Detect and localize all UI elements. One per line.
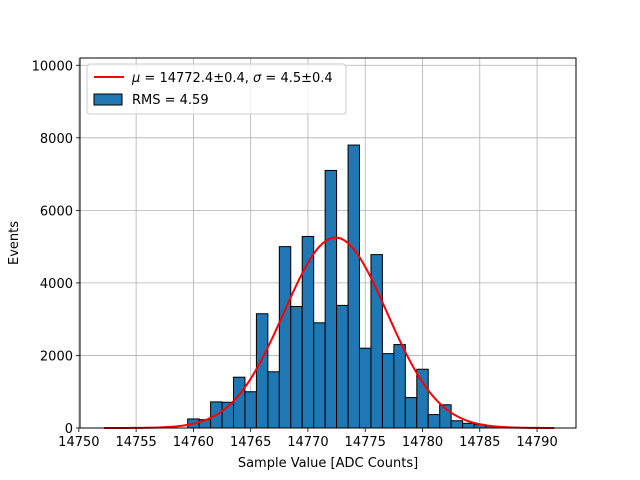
histogram-bars [187, 144, 498, 429]
x-tick-label: 14775 [345, 435, 386, 450]
histogram-bar [404, 397, 418, 429]
legend-label-part: σ [253, 71, 262, 86]
x-tick-label: 14770 [287, 435, 328, 450]
histogram-bar [381, 353, 395, 429]
histogram-bar [416, 368, 429, 429]
legend-fit-label: μ = 14772.4±0.4, σ = 4.5±0.4 [131, 71, 333, 86]
histogram-bar [290, 305, 303, 429]
histogram-bar [313, 322, 326, 429]
y-tick-label: 4000 [40, 277, 73, 292]
x-tick-label: 14765 [230, 435, 271, 450]
histogram-bar [301, 235, 315, 429]
legend-bar-swatch [93, 93, 123, 106]
x-tick-label: 14755 [115, 435, 156, 450]
histogram-bar [462, 422, 475, 429]
legend-bar-label: RMS = 4.59 [132, 93, 209, 108]
histogram-bar [450, 420, 464, 429]
histogram-bar [324, 169, 338, 429]
x-tick-label: 14785 [459, 435, 500, 450]
histogram-bar [267, 371, 280, 429]
legend-label-part: RMS = 4.59 [132, 93, 209, 108]
x-axis-ticks: 14750 14755 14760 14765 14770 14775 14780 14785… [58, 428, 558, 450]
histogram-bar [427, 414, 441, 429]
histogram-bar [393, 344, 406, 429]
y-tick-label: 0 [65, 422, 73, 437]
histogram-bar [359, 347, 372, 429]
histogram-bar [232, 376, 246, 429]
x-axis-label: Sample Value [ADC Counts] [238, 456, 418, 471]
histogram-bar [255, 313, 269, 429]
y-tick-label: 10000 [32, 59, 73, 74]
x-tick-label: 14760 [173, 435, 214, 450]
legend: μ = 14772.4±0.4, σ = 4.5±0.4 RMS = 4.59 [86, 63, 347, 115]
legend-label-part: μ [131, 71, 140, 86]
legend-box [86, 63, 347, 115]
y-tick-label: 6000 [40, 204, 73, 219]
x-tick-label: 14780 [402, 435, 443, 450]
x-tick-label: 14790 [516, 435, 557, 450]
y-axis-ticks: 0 2000 4000 6000 8000 10000 [32, 59, 80, 437]
histogram-bar [347, 144, 361, 429]
legend-label-part: = 14772.4±0.4, [140, 71, 253, 86]
histogram-bar [244, 391, 257, 429]
plot-frame [79, 57, 577, 429]
y-tick-label: 2000 [40, 349, 73, 364]
histogram-bar [278, 246, 292, 429]
histogram-bar [336, 304, 349, 429]
y-axis-label: Events [7, 221, 22, 265]
legend-label-part: = 4.5±0.4 [261, 71, 332, 86]
x-tick-label: 14750 [58, 435, 99, 450]
y-tick-label: 8000 [40, 132, 73, 147]
gaussian-fit-curve [104, 236, 555, 429]
